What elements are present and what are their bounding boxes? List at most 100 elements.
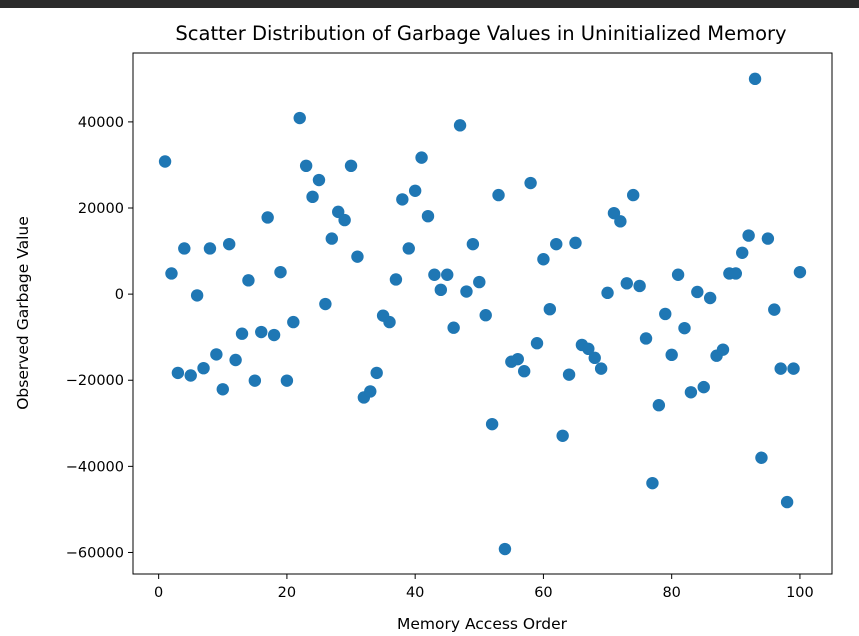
data-point xyxy=(299,159,313,173)
data-point xyxy=(190,289,204,302)
data-point xyxy=(697,380,710,394)
data-point xyxy=(274,265,287,279)
data-point xyxy=(671,268,685,281)
chart-title: Scatter Distribution of Garbage Values i… xyxy=(175,22,786,45)
data-point xyxy=(344,159,358,173)
data-point xyxy=(620,277,633,290)
data-point xyxy=(210,348,223,361)
data-point xyxy=(184,369,197,382)
data-point xyxy=(556,429,569,442)
data-point xyxy=(492,188,505,202)
data-point xyxy=(165,267,178,280)
data-point xyxy=(434,283,448,297)
data-point xyxy=(761,232,775,245)
data-point xyxy=(742,229,755,242)
data-point xyxy=(370,366,383,380)
data-point xyxy=(511,352,524,366)
data-point xyxy=(627,188,640,202)
data-point xyxy=(203,242,217,255)
data-point xyxy=(441,268,454,281)
data-point xyxy=(588,351,601,365)
data-point xyxy=(242,274,255,287)
plot-frame xyxy=(132,52,833,575)
data-point xyxy=(582,342,595,356)
y-tick-label: 40000 xyxy=(78,115,124,131)
data-point xyxy=(755,451,768,464)
data-point xyxy=(171,366,185,380)
data-point xyxy=(325,232,338,245)
data-point xyxy=(479,309,492,322)
data-point xyxy=(248,374,262,387)
data-point xyxy=(261,211,274,224)
data-point xyxy=(338,213,351,227)
data-point xyxy=(684,386,698,399)
y-tick-label: −20000 xyxy=(66,373,124,389)
data-point xyxy=(736,246,749,259)
data-point xyxy=(158,155,172,168)
data-point xyxy=(517,364,531,378)
data-point xyxy=(293,111,306,125)
data-point xyxy=(466,237,480,251)
x-tick-label: 80 xyxy=(662,585,680,601)
data-point xyxy=(364,385,377,398)
data-point xyxy=(594,362,608,375)
data-point xyxy=(787,362,800,375)
data-point xyxy=(716,343,730,356)
data-point xyxy=(537,253,550,266)
y-axis-title: Observed Garbage Value xyxy=(14,216,32,410)
data-point xyxy=(319,297,332,311)
data-point xyxy=(614,215,627,228)
data-point xyxy=(543,302,557,316)
data-point xyxy=(460,285,473,298)
y-tick-label: −60000 xyxy=(66,545,124,561)
data-point xyxy=(287,315,300,329)
y-tick-label: 0 xyxy=(115,287,124,303)
x-axis-title: Memory Access Order xyxy=(397,615,568,633)
data-point xyxy=(306,190,319,204)
data-point xyxy=(447,321,460,334)
data-point xyxy=(389,273,403,286)
x-tick-label: 100 xyxy=(786,585,814,601)
data-point xyxy=(633,279,646,293)
data-point xyxy=(280,374,294,387)
data-point xyxy=(197,361,210,375)
y-tick-label: 20000 xyxy=(78,201,124,217)
data-point xyxy=(665,348,678,362)
data-point xyxy=(415,151,428,164)
data-point xyxy=(473,275,486,289)
data-point xyxy=(453,119,467,132)
data-point xyxy=(569,236,582,250)
data-point xyxy=(351,250,364,263)
data-point xyxy=(691,285,704,299)
data-point xyxy=(768,303,781,316)
data-point xyxy=(748,72,762,86)
x-tick-label: 60 xyxy=(534,585,552,601)
data-point xyxy=(235,327,249,340)
x-tick-label: 0 xyxy=(154,585,163,601)
data-point xyxy=(428,268,441,281)
data-point xyxy=(255,325,268,339)
data-point xyxy=(267,328,281,342)
data-point xyxy=(793,265,807,279)
data-point xyxy=(216,383,229,396)
data-point xyxy=(524,176,537,190)
data-point xyxy=(396,193,409,206)
x-tick-label: 40 xyxy=(406,585,424,601)
data-point xyxy=(639,332,653,345)
y-tick-label: −40000 xyxy=(66,459,124,475)
data-point xyxy=(222,237,236,251)
x-tick-label: 20 xyxy=(278,585,296,601)
data-point xyxy=(601,286,614,300)
data-point xyxy=(550,237,563,251)
data-point xyxy=(229,353,242,367)
data-point xyxy=(312,173,326,187)
data-point xyxy=(774,362,787,375)
data-point xyxy=(729,267,743,280)
data-point xyxy=(678,321,691,335)
data-point xyxy=(530,337,544,350)
data-point xyxy=(402,242,415,255)
data-point xyxy=(485,417,499,431)
data-point xyxy=(421,209,435,223)
data-point xyxy=(383,315,396,329)
